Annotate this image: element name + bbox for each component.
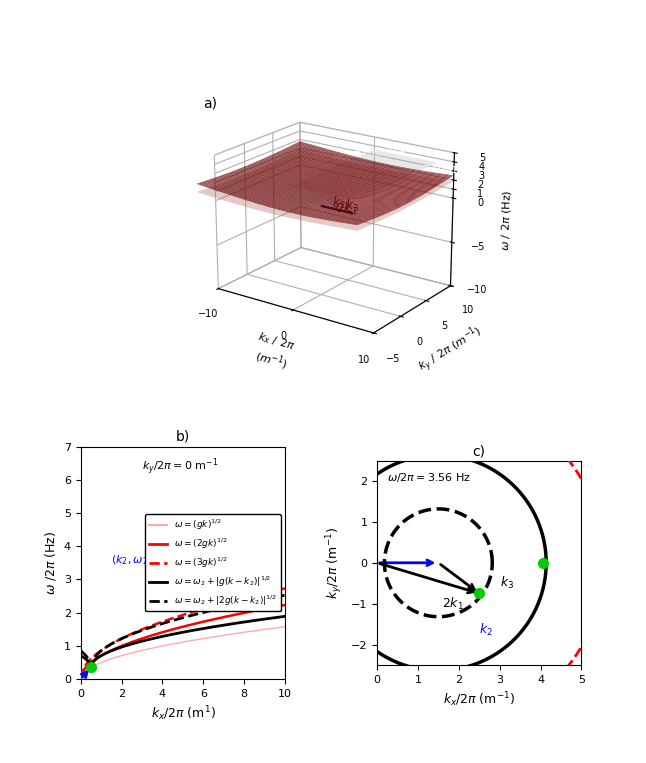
X-axis label: $k_x/2\pi$ (m$^1$): $k_x/2\pi$ (m$^1$) (151, 704, 215, 723)
Text: $2k_1$: $2k_1$ (443, 596, 464, 612)
Text: $k_3$: $k_3$ (499, 575, 514, 591)
Y-axis label: $\omega$ /2$\pi$ (Hz): $\omega$ /2$\pi$ (Hz) (43, 530, 58, 595)
Y-axis label: $k_y/2\pi$ (m$^{-1}$): $k_y/2\pi$ (m$^{-1}$) (325, 526, 345, 599)
Text: a): a) (203, 97, 216, 111)
Legend: $\omega=(gk)^{1/2}$, $\omega=(2gk)^{1/2}$, $\omega=(3gk)^{1/2}$, $\omega=\omega_: $\omega=(gk)^{1/2}$, $\omega=(2gk)^{1/2}… (145, 514, 280, 611)
Title: b): b) (176, 430, 190, 444)
X-axis label: $k_x/2\pi$ (m$^{-1}$): $k_x/2\pi$ (m$^{-1}$) (443, 691, 516, 709)
Title: c): c) (473, 444, 486, 458)
Y-axis label: $k_y$ / $2\pi$ $(m^{-1})$: $k_y$ / $2\pi$ $(m^{-1})$ (414, 321, 487, 377)
X-axis label: $k_x$ / $2\pi$
$(m^{-1})$: $k_x$ / $2\pi$ $(m^{-1})$ (251, 330, 297, 373)
Text: $(k_2,\omega_2)$: $(k_2,\omega_2)$ (111, 553, 153, 567)
Text: $k_2$: $k_2$ (479, 623, 493, 639)
Text: $\omega/2\pi=3.56$ Hz: $\omega/2\pi=3.56$ Hz (387, 471, 472, 484)
Text: $k_y/2\pi=0\ \mathrm{m}^{-1}$: $k_y/2\pi=0\ \mathrm{m}^{-1}$ (142, 456, 218, 477)
